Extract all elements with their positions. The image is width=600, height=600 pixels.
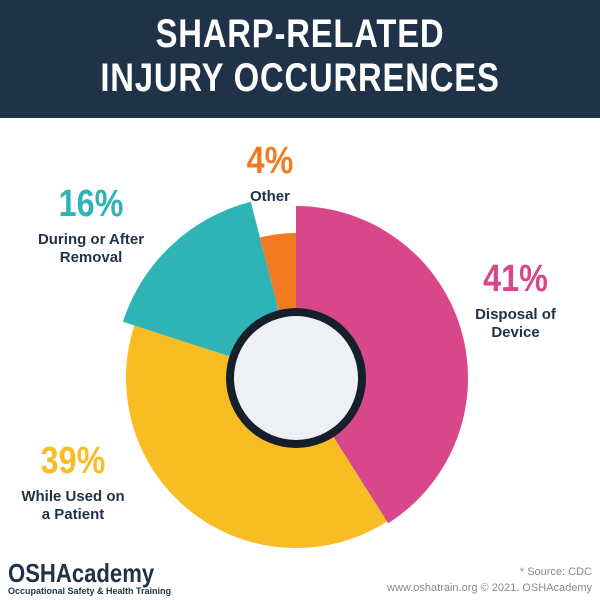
source: * Source: CDC — [519, 566, 592, 578]
value-label: 39% — [40, 440, 106, 482]
pie-slice — [125, 325, 388, 549]
value-label: 16% — [58, 183, 124, 225]
category-label: Other — [249, 188, 290, 205]
center-hole — [234, 316, 358, 440]
value-label: 41% — [483, 258, 548, 300]
credit: www.oshatrain.org © 2021. OSHAcademy — [387, 582, 592, 594]
category-label: Disposal of Device — [475, 306, 556, 341]
category-label: While Used on a Patient — [21, 488, 125, 523]
title-line: INJURY OCCURRENCES — [100, 56, 500, 100]
category-label: During or After Removal — [37, 231, 145, 266]
header: SHARP-RELATED INJURY OCCURRENCES — [0, 0, 600, 118]
pie-slice — [296, 206, 469, 524]
brand: OSHAcademy — [8, 558, 155, 588]
title-line: SHARP-RELATED — [155, 12, 445, 56]
value-label: 4% — [246, 140, 294, 182]
tagline: Occupational Safety & Health Training — [8, 586, 172, 596]
